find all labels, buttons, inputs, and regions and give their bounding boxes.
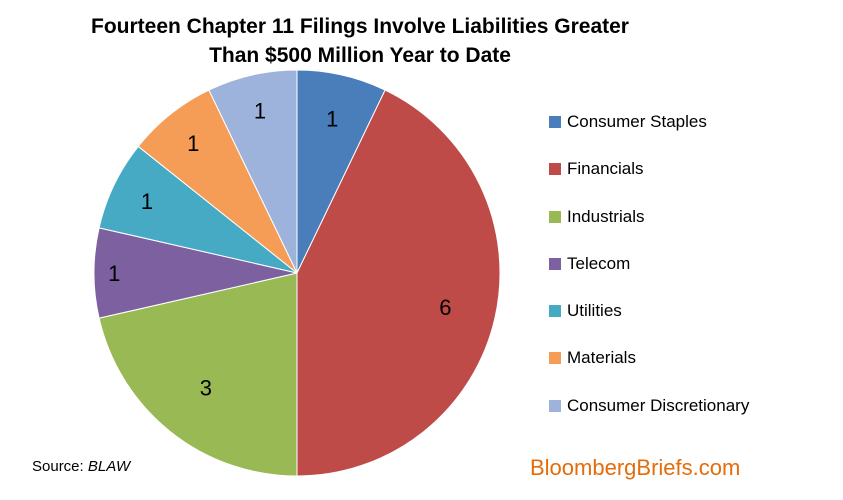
data-label-industrials: 3 [200,375,212,400]
pie-slice-consumer-discretionary [208,69,298,274]
legend-swatch [549,116,561,128]
data-label-telecom: 1 [108,261,120,286]
legend: Consumer Staples Financials Industrials Tel… [549,109,749,440]
legend-swatch [549,210,561,223]
source-name: BLAW [87,458,131,475]
legend-swatch [549,257,561,270]
data-label-utilities: 1 [141,189,153,214]
legend-item-telecom: Telecom [549,251,749,298]
legend-swatch [549,399,561,412]
legend-swatch [549,305,561,318]
legend-swatch [549,163,561,176]
legend-item-materials: Materials [549,345,749,392]
legend-label: Utilities [567,301,622,321]
chart-title-line-2: Than $500 Million Year to Date [209,44,511,67]
legend-item-consumer-staples: Consumer Staples [549,109,749,156]
data-label-consumer-staples: 1 [326,107,338,132]
chart-title-line-1: Fourteen Chapter 11 Filings Involve Liab… [91,15,629,38]
brand-logo-text: BloombergBriefs.com [530,455,741,480]
data-label-materials: 1 [187,131,199,156]
legend-item-consumer-discretionary: Consumer Discretionary [549,393,749,440]
pie-slice-industrials [98,272,298,477]
legend-item-financials: Financials [549,156,749,203]
legend-label: Consumer Discretionary [567,395,750,415]
legend-label: Telecom [567,253,631,273]
legend-item-industrials: Industrials [549,204,749,251]
source-prefix: Source: [32,458,88,475]
data-label-consumer-discretionary: 1 [254,99,266,124]
legend-label: Industrials [567,206,645,226]
data-label-financials: 6 [439,295,451,320]
legend-label: Consumer Staples [567,112,707,131]
legend-swatch [549,352,561,365]
source-note: Source: BLAW [32,458,130,475]
pie-slice-financials [296,89,501,477]
legend-item-utilities: Utilities [549,298,749,345]
chart-title: Fourteen Chapter 11 Filings Involve Liab… [60,12,660,70]
legend-label: Financials [567,159,644,179]
legend-label: Materials [567,348,636,368]
